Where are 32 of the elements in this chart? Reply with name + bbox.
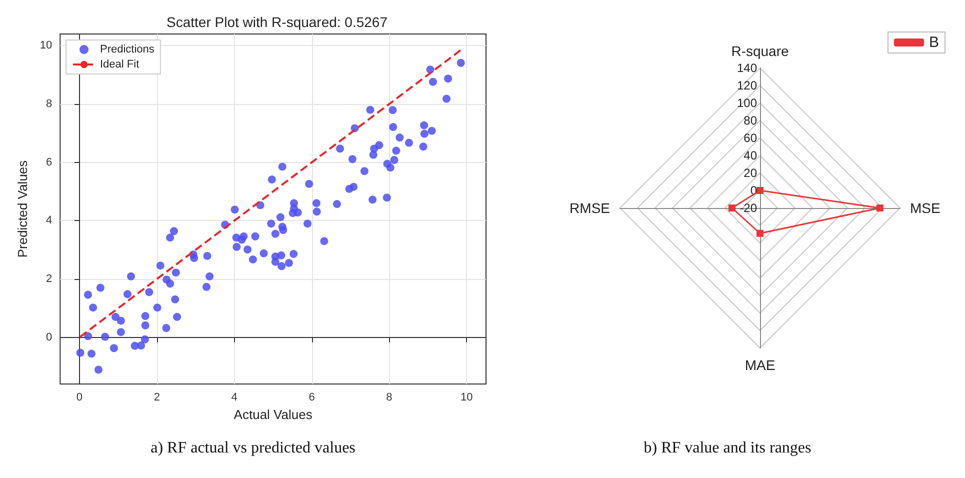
y-tick-label: 2 xyxy=(46,273,52,285)
y-tick-label: 120 xyxy=(736,78,758,92)
y-tick-label: 40 xyxy=(744,148,758,162)
y-tick-label: 20 xyxy=(744,166,758,180)
legend-label: Ideal Fit xyxy=(100,58,140,70)
y-tick-label: 80 xyxy=(744,114,758,128)
y-axis-title: Predicted Values xyxy=(15,160,30,258)
x-axis-title: Actual Values xyxy=(234,407,313,422)
spoke-label: MSE xyxy=(910,200,940,216)
legend-label: Predictions xyxy=(100,44,155,56)
y-tick-label: 100 xyxy=(736,96,758,110)
y-tick-label: 10 xyxy=(40,40,52,52)
chart-title: Scatter Plot with R-squared: 0.5267 xyxy=(166,14,388,30)
x-tick-label: 6 xyxy=(308,392,315,404)
x-tick-label: 8 xyxy=(386,392,392,404)
x-tick-label: 10 xyxy=(460,392,473,404)
spoke-label: MAE xyxy=(744,357,776,373)
legend-label: B xyxy=(928,34,940,51)
text: b) RF value and its ranges xyxy=(644,440,812,456)
x-tick-label: 2 xyxy=(154,392,160,404)
y-tick-label: 4 xyxy=(46,214,52,227)
spoke-label: R-square xyxy=(731,43,789,59)
x-tick-label: 0 xyxy=(76,392,83,404)
y-tick-label: 6 xyxy=(46,156,52,168)
y-tick-label: -20 xyxy=(740,201,758,215)
y-tick-label: 140 xyxy=(736,61,758,75)
y-tick-label: 0 xyxy=(46,331,52,344)
text: a) RF actual vs predicted values xyxy=(150,440,356,456)
spoke-label: RMSE xyxy=(570,200,610,216)
y-tick-label: 8 xyxy=(46,98,52,110)
y-tick-label: 60 xyxy=(744,131,758,145)
x-tick-label: 4 xyxy=(231,392,238,404)
